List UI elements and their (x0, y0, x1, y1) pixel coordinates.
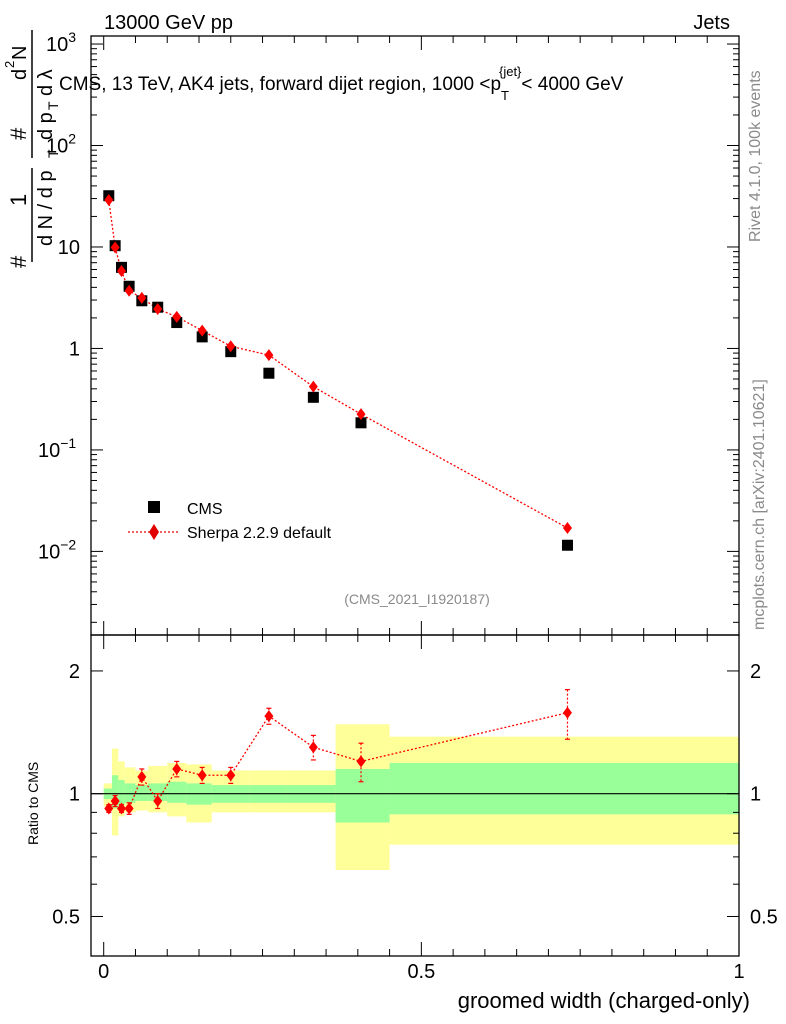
legend-sherpa-label: Sherpa 2.2.9 default (187, 525, 332, 542)
ratio-sherpa-point (116, 802, 126, 815)
ratio-band-inner (111, 775, 119, 809)
sherpa-point (153, 302, 163, 315)
svg-text:d p: d p (35, 112, 57, 140)
svg-text:#: # (6, 255, 31, 268)
x-tick-label: 0 (98, 961, 109, 983)
sherpa-point (264, 349, 274, 362)
svg-text:N: N (9, 46, 31, 60)
ratio-sherpa-point (104, 802, 114, 815)
sherpa-point (137, 291, 147, 304)
svg-text:#: # (6, 127, 31, 140)
sherpa-point (197, 324, 207, 337)
ratio-y-tick-label-right: 0.5 (750, 906, 778, 928)
ratio-sherpa-point (153, 794, 163, 807)
svg-text:d N / d p: d N / d p (35, 170, 57, 246)
ratio-sherpa-point (308, 741, 318, 754)
chart-title: CMS, 13 TeV, AK4 jets, forward dijet reg… (59, 64, 624, 103)
ratio-frame (90, 634, 740, 957)
main-y-tick-label: 10−2 (38, 536, 76, 563)
legend-cms-label: CMS (187, 501, 223, 518)
ratio-y-tick-label-right: 1 (750, 784, 761, 806)
ratio-band-inner (135, 785, 149, 801)
ratio-sherpa-point (264, 710, 274, 723)
x-axis-label: groomed width (charged-only) (458, 988, 750, 1013)
sherpa-point (356, 408, 366, 421)
ratio-band-inner (148, 783, 168, 801)
ratio-y-tick-label-left: 0.5 (52, 906, 80, 928)
legend: CMS Sherpa 2.2.9 default (128, 501, 332, 542)
analysis-id: (CMS_2021_I1920187) (344, 591, 490, 607)
ratio-band-inner (124, 783, 136, 803)
legend-sherpa-marker (149, 524, 159, 540)
svg-text:T: T (45, 101, 61, 110)
ratio-plot-area: 2 2 1 1 0.5 0.5 0 0.5 1 (52, 635, 778, 983)
sherpa-point (226, 340, 236, 353)
main-y-tick-label: 102 (46, 131, 76, 158)
main-y-tick-label: 103 (46, 29, 76, 56)
cms-point (263, 367, 275, 379)
x-tick-label: 1 (733, 961, 744, 983)
sherpa-point (172, 310, 182, 323)
main-y-tick-label: 10 (58, 237, 80, 259)
svg-text:2: 2 (2, 61, 17, 68)
main-ylabel: # 1 d N / d p T # d 2 N d p T d λ (2, 30, 61, 268)
sherpa-point (308, 380, 318, 393)
ratio-y-tick-label-left: 1 (69, 784, 80, 806)
ratio-sherpa-point (137, 770, 147, 783)
cms-point (307, 391, 319, 403)
main-frame (90, 35, 740, 636)
sherpa-point (124, 284, 134, 297)
ratio-sherpa-point (562, 706, 572, 719)
cms-point (355, 417, 367, 429)
sherpa-point (110, 241, 120, 254)
ratio-band-inner (335, 768, 390, 823)
sherpa-point (116, 264, 126, 277)
mcplots-label: mcplots.cern.ch [arXiv:2401.10621] (751, 379, 768, 630)
svg-text:1: 1 (6, 194, 31, 206)
svg-text:d: d (9, 69, 31, 80)
ratio-y-tick-label-left: 2 (69, 661, 80, 683)
ratio-y-tick-label-right: 2 (750, 661, 761, 683)
ratio-band-inner (167, 781, 187, 803)
ratio-ylabel: Ratio to CMS (25, 762, 41, 845)
cms-point (561, 539, 573, 551)
sherpa-point (562, 522, 572, 535)
x-tick-label: 0.5 (407, 961, 435, 983)
ratio-sherpa-point (197, 769, 207, 782)
legend-cms-marker (148, 501, 160, 513)
ratio-sherpa-point (226, 769, 236, 782)
ratio-sherpa-point (356, 755, 366, 768)
ratio-sherpa-point (110, 794, 120, 807)
cms-point (196, 331, 208, 343)
ratio-sherpa-point (124, 802, 134, 815)
main-y-tick-label: 10−1 (38, 435, 76, 462)
sherpa-point (104, 194, 114, 207)
svg-text:d λ: d λ (35, 69, 57, 96)
header-left: 13000 GeV pp (104, 12, 233, 34)
ratio-sherpa-point (172, 762, 182, 775)
rivet-label: Rivet 4.1.0, 100k events (747, 70, 764, 242)
main-y-tick-label: 1 (69, 338, 80, 360)
sherpa-line (108, 199, 568, 529)
ratio-band-inner (389, 762, 739, 815)
header-right: Jets (693, 12, 730, 34)
svg-text:CMS, 13 TeV, AK4 jets, forward: CMS, 13 TeV, AK4 jets, forward dijet reg… (59, 64, 624, 103)
svg-text:T: T (45, 149, 61, 158)
ratio-band-inner (118, 780, 125, 805)
